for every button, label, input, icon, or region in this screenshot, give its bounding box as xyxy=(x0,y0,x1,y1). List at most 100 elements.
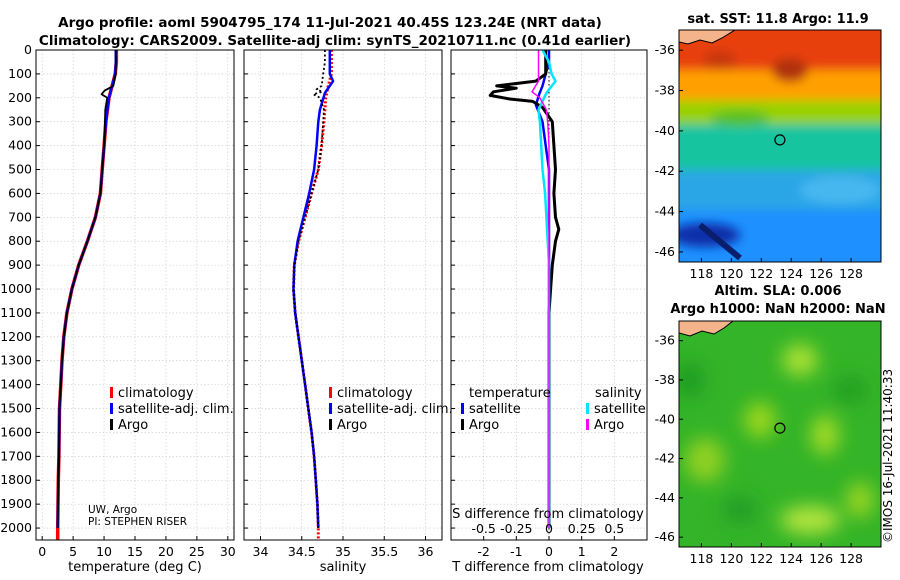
tick-label-x: 10 xyxy=(96,544,112,559)
tick-label-depth: 1300 xyxy=(0,353,32,368)
map-tick-label-lat: -42 xyxy=(655,163,675,178)
temperature-grid xyxy=(36,49,234,540)
tick-label-depth: 900 xyxy=(8,257,32,272)
tick-label-depth: 300 xyxy=(8,114,32,129)
temperature-legend: climatology satellite-adj. clim. Argo xyxy=(110,386,234,433)
sst-map-ticks: 118 120 122 124 126 128 -36 -38 -40 -42 -44 -46 xyxy=(655,42,863,281)
map-tick-label-lon: 124 xyxy=(779,551,803,566)
map-tick-label-lat: -40 xyxy=(655,123,675,138)
tick-label-x: 30 xyxy=(220,544,236,559)
tick-label-depth: 1000 xyxy=(0,281,32,296)
map-tick-label-lon: 120 xyxy=(719,266,743,281)
map-tick-label-lat: -46 xyxy=(655,529,675,544)
argo-float-marker xyxy=(774,422,786,434)
tick-label-depth: 200 xyxy=(8,90,32,105)
timestamp-label: ©IMOS 16-Jul-2021 11:40:33 xyxy=(881,369,895,543)
legend-title-salinity: salinity xyxy=(595,386,642,401)
legend-label-satellite: satellite-adj. clim. xyxy=(337,402,453,417)
top-tick-label-x: 0.5 xyxy=(604,521,624,536)
legend-label-salinity-satellite: satellite xyxy=(594,402,646,417)
tick-label-depth: 800 xyxy=(8,233,32,248)
top-tick-label-x: 0 xyxy=(545,521,553,536)
sla-high-patch xyxy=(811,415,839,455)
tick-label-depth: 1100 xyxy=(0,305,32,320)
tick-label-x: 35.5 xyxy=(370,544,398,559)
tick-label-depth: 1700 xyxy=(0,448,32,463)
sst-green-patch xyxy=(710,110,770,126)
temperature-ticks: 0100200300400500600700800900100011001200… xyxy=(0,42,236,559)
map-tick-label-lon: 124 xyxy=(779,266,803,281)
top-tick-label-x: -0.5 xyxy=(471,521,495,536)
tick-label-depth: 1500 xyxy=(0,401,32,416)
title-line-1: Argo profile: aoml 5904795_174 11-Jul-20… xyxy=(58,15,602,31)
tick-label-depth: 400 xyxy=(8,138,32,153)
sla-low-patch xyxy=(832,376,868,404)
map-tick-label-lon: 128 xyxy=(839,551,863,566)
series-line-argo xyxy=(56,50,117,529)
tick-label-depth: 2000 xyxy=(0,520,32,535)
series-line-satellite-adj-clim- xyxy=(292,50,335,529)
map-tick-label-lat: -44 xyxy=(655,204,675,219)
sst-cold-filament xyxy=(698,222,742,261)
legend-label-salinity-argo: Argo xyxy=(594,418,624,433)
legend-swatch-satellite xyxy=(329,403,332,414)
map-tick-label-lon: 128 xyxy=(839,266,863,281)
sla-map-panel: Altim. SLA: 0.006 Argo h1000: NaN h2000:… xyxy=(655,284,886,566)
sla-base-field xyxy=(679,321,881,547)
tick-label-depth: 1800 xyxy=(0,472,32,487)
tick-label-x: 34.5 xyxy=(288,544,316,559)
sla-high-patch xyxy=(782,344,818,376)
tick-label-depth: 1600 xyxy=(0,424,32,439)
tick-label-x: -1 xyxy=(510,544,522,559)
sst-map-title: sat. SST: 11.8 Argo: 11.9 xyxy=(687,12,868,27)
map-tick-label-lon: 120 xyxy=(719,551,743,566)
legend-label-climatology: climatology xyxy=(337,386,413,401)
map-tick-label-lat: -38 xyxy=(655,83,675,98)
title-line-2: Climatology: CARS2009. Satellite-adj cli… xyxy=(39,33,631,49)
legend-swatch-climatology xyxy=(329,387,332,398)
legend-swatch-temperature-satellite xyxy=(461,403,464,414)
series-line-salinity-argo xyxy=(531,50,550,528)
tick-label-x: 36 xyxy=(418,544,434,559)
series-line-climatology xyxy=(55,50,119,540)
difference-xlabel: T difference from climatology xyxy=(451,560,644,575)
tick-label-x: 34 xyxy=(253,544,269,559)
tick-label-x: 0 xyxy=(545,544,553,559)
tick-label-depth: 1900 xyxy=(0,496,32,511)
legend-swatch-temperature-argo xyxy=(461,419,464,430)
sst-warm-eddy xyxy=(704,50,736,70)
sst-map-panel: sat. SST: 11.8 Argo: 11.9 118 120 122 124 12… xyxy=(655,12,882,281)
legend-swatch-satellite xyxy=(110,403,113,414)
map-tick-label-lon: 126 xyxy=(809,266,833,281)
map-tick-label-lon: 126 xyxy=(809,551,833,566)
salinity-ticks: 34 34.5 35 35.5 36 xyxy=(244,49,434,559)
sla-low-patch xyxy=(679,362,704,398)
sla-high-patch xyxy=(780,506,840,534)
sst-light-patch xyxy=(800,176,880,204)
sst-yellow-green-band xyxy=(679,100,881,128)
temperature-lines xyxy=(55,50,119,540)
map-tick-label-lat: -44 xyxy=(655,490,675,505)
salinity-legend: climatology satellite-adj. clim. Argo xyxy=(329,386,453,433)
difference-legend: temperature salinity satellite Argo sate… xyxy=(461,386,646,433)
legend-label-satellite: satellite-adj. clim. xyxy=(118,402,234,417)
tick-label-x: -2 xyxy=(477,544,489,559)
top-tick-label-x: -0.25 xyxy=(500,521,532,536)
map-tick-label-lon: 122 xyxy=(749,551,773,566)
legend-swatch-climatology xyxy=(110,387,113,398)
tick-label-depth: 1200 xyxy=(0,329,32,344)
tick-label-depth: 100 xyxy=(8,66,32,81)
tick-label-depth: 700 xyxy=(8,209,32,224)
map-tick-label-lon: 118 xyxy=(690,551,714,566)
tick-label-x: 25 xyxy=(189,544,205,559)
tick-label-depth: 600 xyxy=(8,185,32,200)
legend-title-temperature: temperature xyxy=(469,386,551,401)
map-tick-label-lat: -46 xyxy=(655,244,675,259)
sla-low-patch xyxy=(722,496,758,524)
tick-label-x: 35 xyxy=(335,544,351,559)
credit-line-2: PI: STEPHEN RISER xyxy=(88,516,187,528)
map-tick-label-lat: -36 xyxy=(655,333,675,348)
argo-float-marker xyxy=(774,134,786,146)
legend-swatch-argo xyxy=(329,419,332,430)
